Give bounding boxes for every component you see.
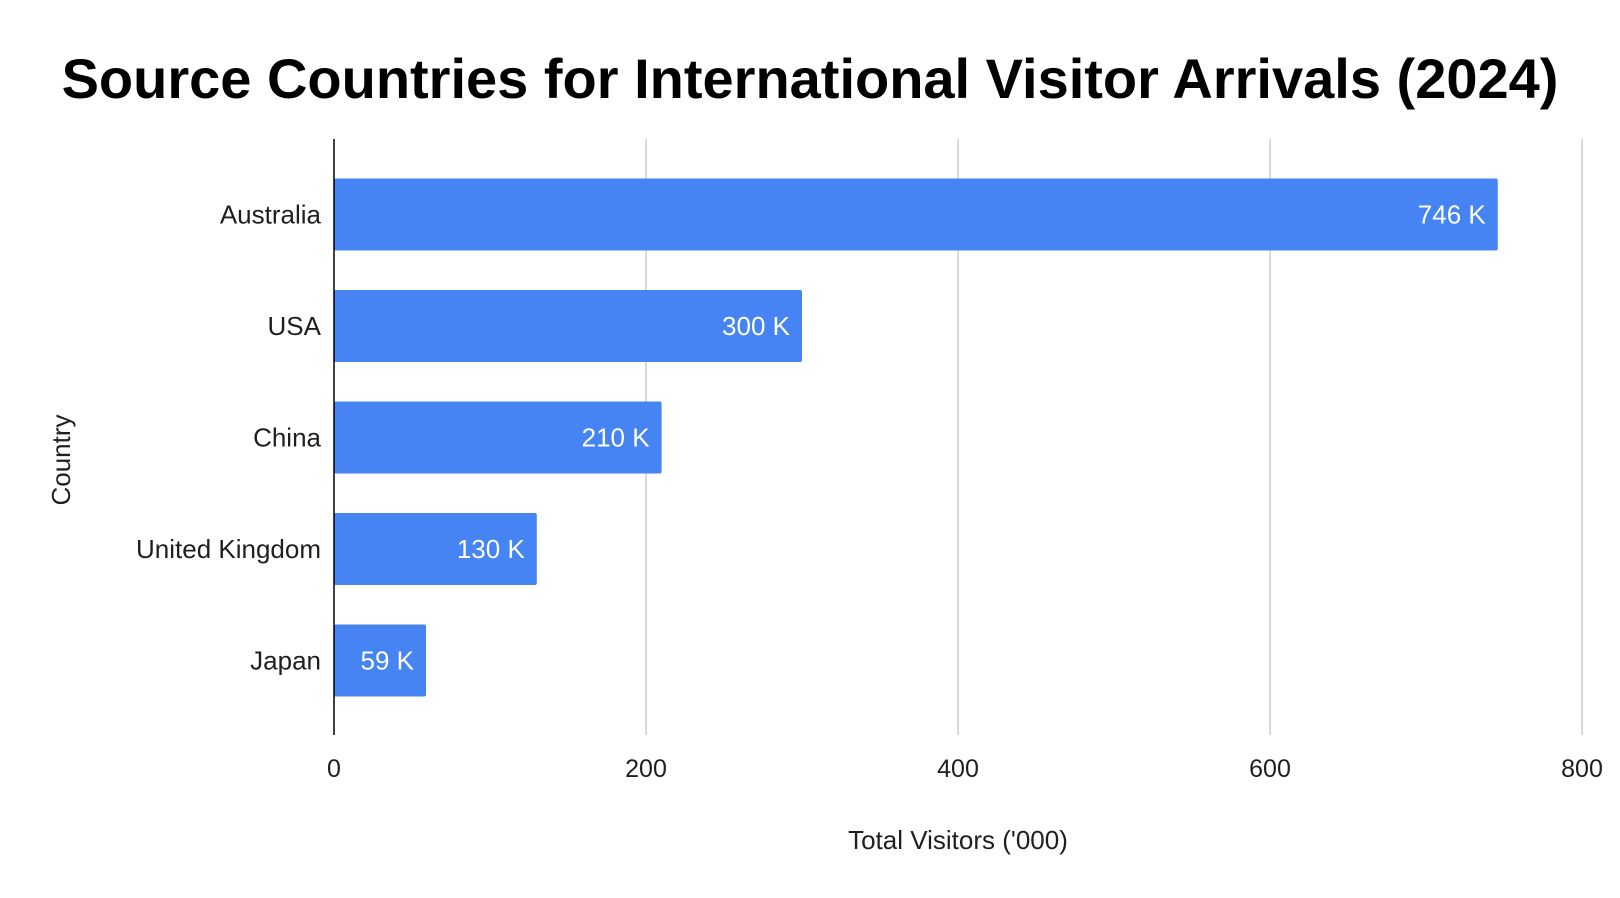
bar-data-label: 300 K [722, 311, 791, 341]
x-tick-label: 600 [1249, 755, 1291, 783]
category-label: China [253, 423, 321, 453]
category-label: Australia [220, 200, 322, 230]
chart-title: Source Countries for International Visit… [61, 47, 1559, 110]
category-label: USA [268, 311, 322, 341]
bar-data-label: 130 K [457, 534, 526, 564]
x-tick-label: 800 [1561, 755, 1603, 783]
x-axis-title: Total Visitors ('000) [848, 825, 1068, 855]
x-tick-label: 0 [327, 755, 341, 783]
bar[interactable] [334, 401, 662, 474]
category-label: Japan [250, 646, 321, 676]
category-label: United Kingdom [136, 534, 321, 564]
bar[interactable] [334, 624, 427, 697]
y-axis-title: Country [46, 414, 76, 505]
bar[interactable] [334, 178, 1498, 251]
x-tick-label: 400 [937, 755, 979, 783]
x-tick-label: 200 [625, 755, 667, 783]
bar-data-label: 210 K [582, 423, 651, 453]
bar-data-label: 746 K [1418, 200, 1487, 230]
bar[interactable] [334, 290, 802, 362]
bar-data-label: 59 K [361, 646, 415, 676]
bar[interactable] [334, 513, 537, 585]
